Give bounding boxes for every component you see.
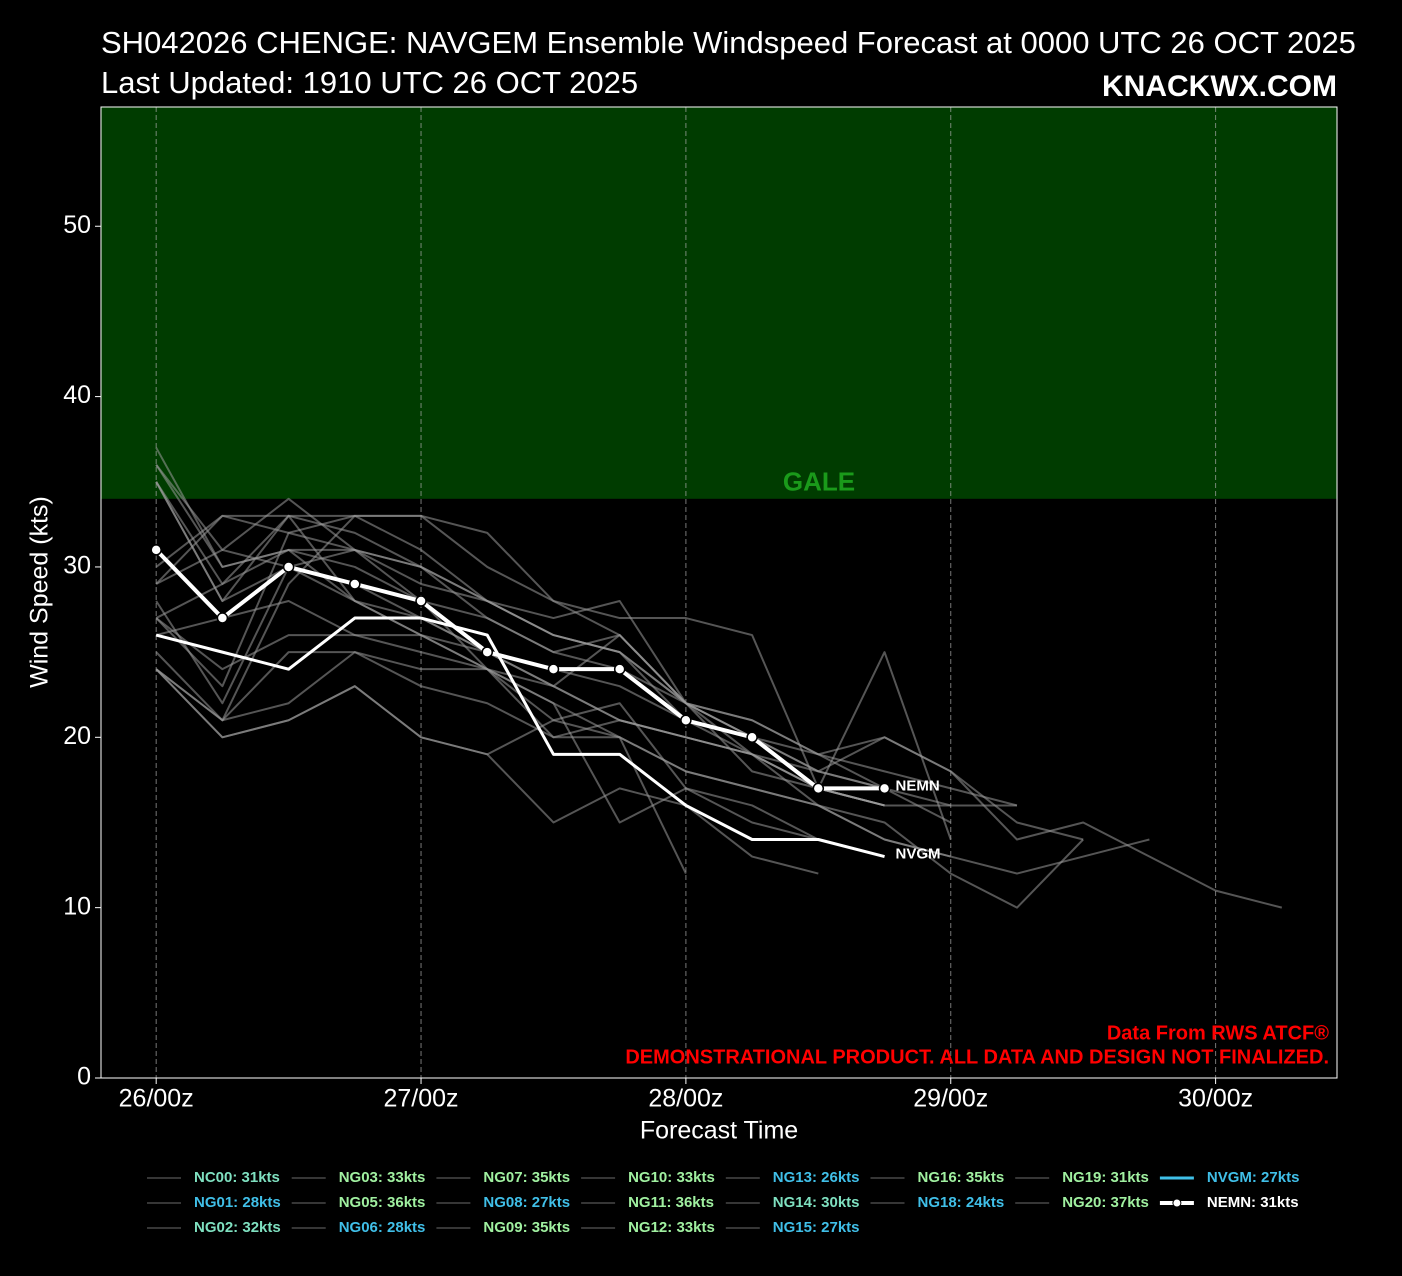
legend-label: NG14: 30kts	[773, 1194, 860, 1211]
y-tick-label: 20	[63, 722, 91, 750]
x-axis-label: Forecast Time	[640, 1117, 798, 1145]
end-label: NVGM	[896, 846, 941, 863]
mean-line	[154, 548, 885, 791]
member-line	[155, 548, 1084, 909]
member-line	[155, 447, 885, 807]
band-label: GALE	[783, 467, 855, 497]
annotation: Data From RWS ATCF®	[1107, 1022, 1329, 1044]
y-tick-label: 10	[63, 892, 91, 920]
legend-label: NG13: 26kts	[773, 1169, 860, 1186]
y-tick-label: 40	[63, 381, 91, 409]
legend-label: NVGM: 27kts	[1207, 1169, 1300, 1186]
y-tick-label: 30	[63, 552, 91, 580]
legend-label: NG09: 35kts	[483, 1219, 570, 1236]
member-line	[155, 651, 687, 875]
chart-title: SH042026 CHENGE: NAVGEM Ensemble Windspe…	[101, 25, 1356, 60]
x-tick-label: 28/00z	[648, 1085, 723, 1113]
y-tick-label: 0	[77, 1063, 91, 1091]
legend-marker	[1172, 1198, 1182, 1208]
y-tick-label: 50	[63, 211, 91, 239]
marker	[216, 612, 229, 624]
legend-label: NG18: 24kts	[918, 1194, 1005, 1211]
legend-label: NG20: 37kts	[1062, 1194, 1149, 1211]
plot-frame	[100, 106, 1338, 1079]
legend-label: NG05: 36kts	[339, 1194, 426, 1211]
marker	[282, 561, 295, 573]
x-tick-label: 29/00z	[913, 1085, 988, 1113]
legend-label: NG10: 33kts	[628, 1169, 715, 1186]
marker	[547, 663, 560, 675]
member-line	[155, 668, 819, 875]
legend-label: NG12: 33kts	[628, 1219, 715, 1236]
legend-label: NG16: 35kts	[918, 1169, 1005, 1186]
marker	[349, 578, 361, 590]
marker	[680, 714, 692, 727]
marker	[481, 646, 493, 658]
marker	[415, 595, 427, 607]
legend-label: NG08: 27kts	[483, 1194, 570, 1211]
x-tick-label: 30/00z	[1178, 1085, 1253, 1113]
marker	[746, 731, 758, 744]
x-tick-label: 27/00z	[384, 1085, 459, 1113]
legend-label: NEMN: 31kts	[1207, 1194, 1299, 1211]
end-label: NEMN	[896, 777, 940, 794]
x-tick-label: 26/00z	[119, 1085, 194, 1113]
marker	[150, 544, 162, 556]
chart-subtitle: Last Updated: 1910 UTC 26 OCT 2025	[101, 65, 638, 100]
brand: KNACKWX.COM	[1102, 70, 1337, 103]
legend-label: NG01: 28kts	[194, 1194, 281, 1211]
legend-label: NG02: 32kts	[194, 1219, 281, 1236]
legend-label: NG07: 35kts	[483, 1169, 570, 1186]
gale-band	[101, 107, 1337, 499]
annotation: DEMONSTRATIONAL PRODUCT. ALL DATA AND DE…	[625, 1046, 1329, 1068]
y-axis-label: Wind Speed (kts)	[26, 496, 54, 688]
marker	[812, 782, 825, 795]
mean-line	[155, 616, 885, 858]
legend-label: NC00: 31kts	[194, 1169, 280, 1186]
legend-label: NG03: 33kts	[339, 1169, 426, 1186]
marker	[878, 782, 891, 795]
legend-label: NG19: 31kts	[1062, 1169, 1149, 1186]
marker	[613, 663, 626, 675]
legend-label: NG06: 28kts	[339, 1219, 426, 1236]
legend-label: NG11: 36kts	[628, 1194, 714, 1211]
legend-label: NG15: 27kts	[773, 1219, 860, 1236]
